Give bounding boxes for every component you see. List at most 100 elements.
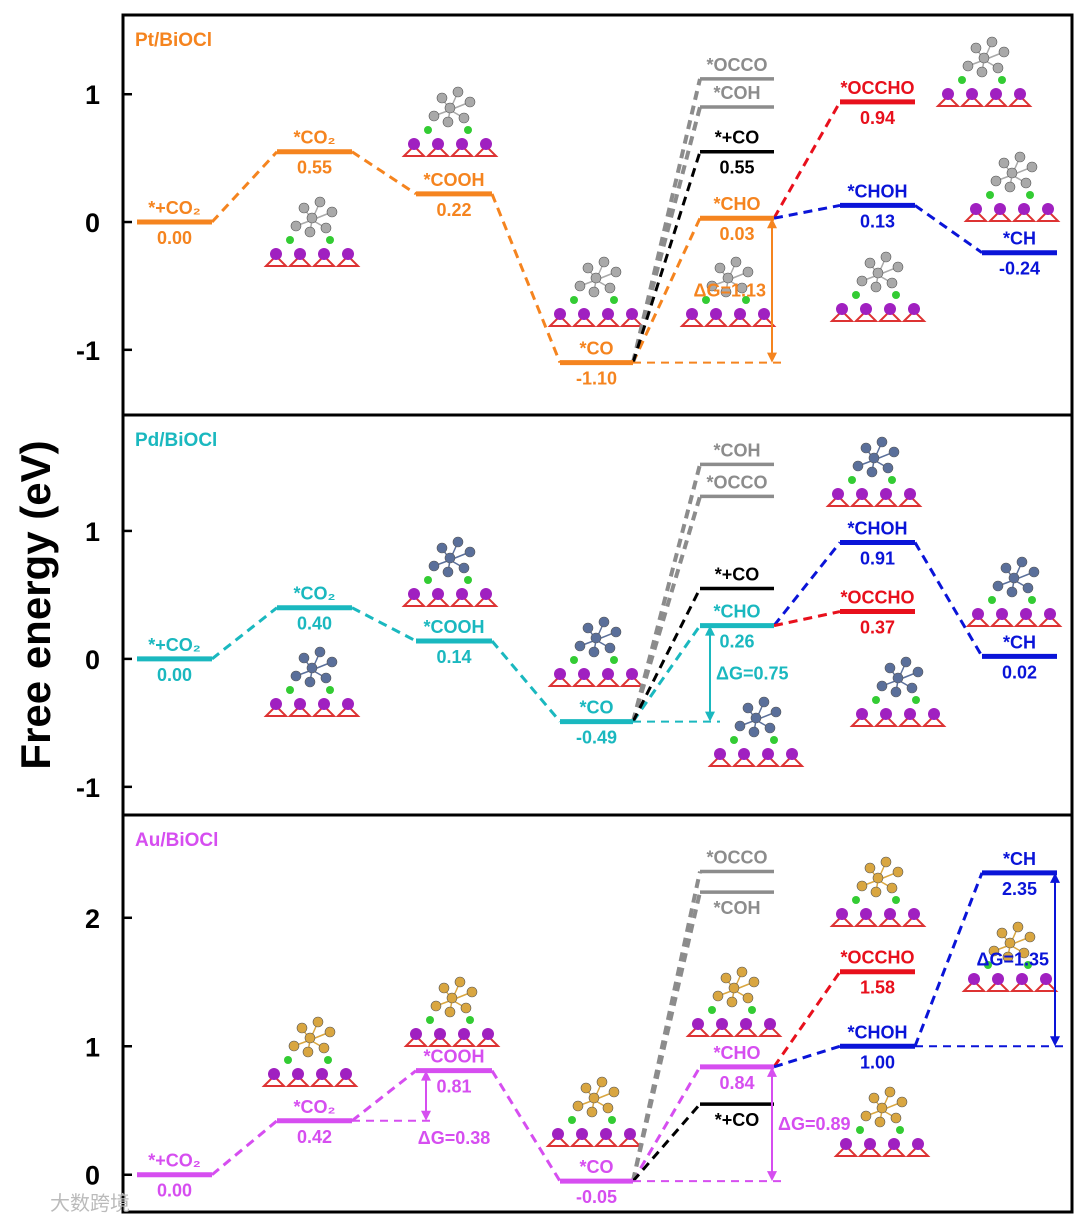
chlorine-atom [426, 1016, 434, 1024]
metal-atom [442, 566, 454, 578]
metal-atom [988, 945, 1000, 957]
bismuth-atom [860, 908, 872, 920]
bismuth-atom [904, 488, 916, 500]
level-label: *COH [713, 83, 760, 103]
connector-line [631, 1103, 702, 1183]
metal-atom [726, 996, 738, 1008]
metal-atom [602, 1102, 614, 1114]
bismuth-atom [992, 973, 1004, 985]
connector-line [210, 150, 279, 224]
level-label: *CHO [713, 602, 760, 622]
chlorine-atom [424, 126, 432, 134]
metal-atom [1004, 937, 1016, 949]
bismuth-atom [600, 1128, 612, 1140]
metal-atom [588, 286, 600, 298]
metal-atom [574, 640, 586, 652]
energy-panel: -1 0 1 Pd/BiOCl *+CO₂ 0.00 *CO₂ 0.40 *COOH 0.14 *C… [76, 413, 1074, 817]
metal-atom [1006, 167, 1018, 179]
bismuth-atom [456, 138, 468, 150]
y-axis-label: Free energy (eV) [12, 440, 59, 769]
metal-atom [730, 256, 742, 268]
bismuth-atom [996, 608, 1008, 620]
bismuth-atom [970, 203, 982, 215]
oxygen-bond [335, 704, 361, 717]
metal-atom [598, 256, 610, 268]
metal-atom [734, 720, 746, 732]
metal-atom [458, 562, 470, 574]
metal-atom [770, 706, 782, 718]
oxygen-bond [571, 314, 597, 327]
metal-atom [868, 452, 880, 464]
bismuth-atom [880, 708, 892, 720]
metal-atom [444, 102, 456, 114]
level-label: *+CO₂ [148, 635, 201, 655]
metal-atom [996, 927, 1008, 939]
y-tick-label: -1 [76, 336, 100, 366]
metal-atom [728, 982, 740, 994]
bismuth-atom [294, 248, 306, 260]
oxygen-bond [731, 754, 757, 767]
oxygen-bond [897, 714, 923, 727]
bismuth-atom [740, 1018, 752, 1030]
metal-atom [430, 1000, 442, 1012]
metal-atom [438, 982, 450, 994]
oxygen-bond [1033, 979, 1059, 992]
metal-atom [764, 722, 776, 734]
metal-atom [900, 656, 912, 668]
adsorbate-structure-image [707, 696, 805, 767]
panel-title: Au/BiOCl [135, 830, 218, 851]
oxygen-bond [425, 594, 451, 607]
oxygen-bond [619, 674, 645, 687]
metal-atom [604, 642, 616, 654]
metal-atom [296, 1022, 308, 1034]
adsorbate-structure-image [963, 151, 1061, 222]
bismuth-atom [832, 488, 844, 500]
metal-atom [1014, 151, 1026, 163]
oxygen-bond [311, 704, 337, 717]
level-label: *CHOH [847, 181, 907, 201]
chlorine-atom [984, 961, 992, 969]
bismuth-atom [408, 588, 420, 600]
chlorine-atom [770, 736, 778, 744]
metal-atom [880, 251, 892, 263]
oxygen-bond [897, 494, 923, 507]
oxygen-bond [403, 1034, 429, 1047]
delta-g-label: ΔG=0.38 [418, 1128, 490, 1148]
y-tick-label: 2 [85, 904, 100, 934]
level-value: 0.37 [860, 618, 895, 638]
oxygen-bond [1013, 614, 1039, 627]
chlorine-atom [892, 291, 900, 299]
oxygen-bond [961, 979, 987, 992]
chlorine-atom [464, 576, 472, 584]
adsorbate-structure-image [935, 36, 1033, 107]
metal-atom [1004, 181, 1016, 193]
metal-atom [314, 196, 326, 208]
metal-atom [1002, 951, 1014, 963]
oxygen-bond [545, 1134, 571, 1147]
metal-atom [306, 212, 318, 224]
bismuth-atom [692, 1018, 704, 1030]
metal-atom [610, 626, 622, 638]
metal-atom [986, 36, 998, 48]
metal-atom [298, 652, 310, 664]
level-value: -0.05 [576, 1187, 617, 1207]
bismuth-atom [942, 88, 954, 100]
level-label: *CH [1003, 229, 1036, 249]
connector-line [773, 610, 841, 628]
metal-atom [458, 112, 470, 124]
oxygen-bond [857, 1144, 883, 1157]
bismuth-atom [966, 88, 978, 100]
metal-atom [892, 866, 904, 878]
chlorine-atom [848, 476, 856, 484]
connector-line [211, 606, 278, 661]
metal-atom [872, 267, 884, 279]
oxygen-bond [901, 309, 927, 322]
level-label: *CO₂ [293, 1097, 335, 1117]
bismuth-atom [1040, 973, 1052, 985]
level-label: *OCCHO [840, 948, 914, 968]
level-label: *COOH [423, 170, 484, 190]
metal-atom [978, 52, 990, 64]
bismuth-atom [840, 1138, 852, 1150]
chlorine-atom [610, 296, 618, 304]
